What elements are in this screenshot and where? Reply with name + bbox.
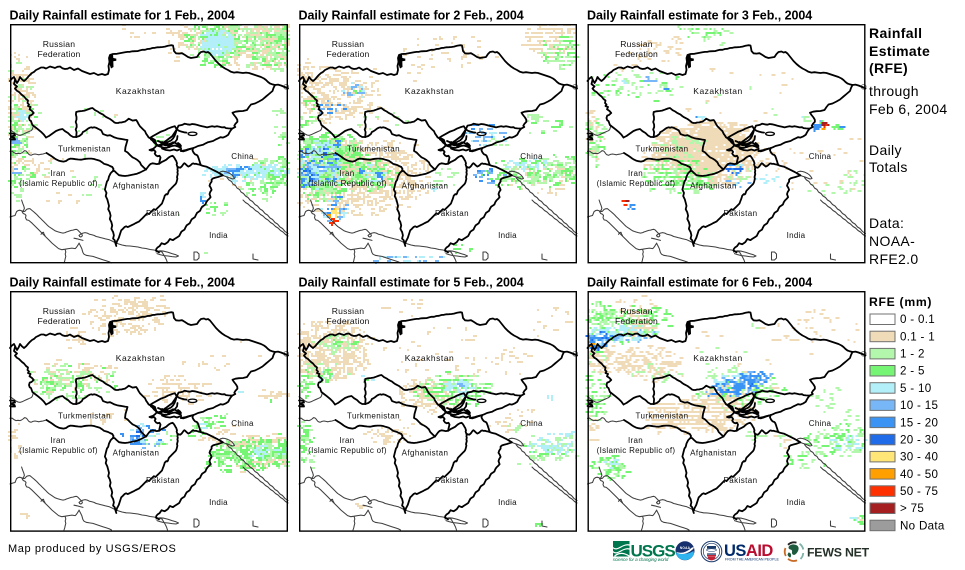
svg-text:Data:: Data:	[869, 215, 904, 231]
svg-text:0.1 - 1: 0.1 - 1	[900, 330, 935, 343]
svg-text:Totals: Totals	[869, 159, 908, 175]
svg-text:science for a changing world: science for a changing world	[613, 557, 669, 562]
svg-text:Daily Rainfall estimate for 4: Daily Rainfall estimate for 4 Feb., 2004	[10, 276, 235, 290]
svg-text:30 - 40: 30 - 40	[900, 451, 938, 464]
svg-text:FEWS NET: FEWS NET	[807, 546, 870, 560]
svg-text:NOAA: NOAA	[680, 546, 691, 550]
svg-text:> 75: > 75	[900, 502, 924, 515]
svg-text:(RFE): (RFE)	[869, 60, 908, 76]
svg-text:RFE (mm): RFE (mm)	[869, 295, 932, 309]
svg-text:FROM THE AMERICAN PEOPLE: FROM THE AMERICAN PEOPLE	[725, 558, 779, 562]
svg-text:15 - 20: 15 - 20	[900, 416, 938, 429]
svg-text:USGS: USGS	[631, 542, 676, 561]
svg-text:Estimate: Estimate	[869, 43, 930, 59]
svg-text:Daily Rainfall estimate for 1: Daily Rainfall estimate for 1 Feb., 2004	[10, 9, 235, 23]
svg-text:Feb 6, 2004: Feb 6, 2004	[869, 101, 948, 117]
svg-text:RFE2.0: RFE2.0	[869, 251, 919, 267]
svg-text:1 - 2: 1 - 2	[900, 348, 925, 361]
svg-text:No Data: No Data	[900, 519, 945, 532]
svg-text:Daily: Daily	[869, 142, 902, 158]
svg-text:20 - 30: 20 - 30	[900, 434, 938, 447]
svg-text:Daily Rainfall estimate for 3: Daily Rainfall estimate for 3 Feb., 2004	[587, 9, 812, 23]
svg-text:10 - 15: 10 - 15	[900, 399, 938, 412]
svg-text:2 - 5: 2 - 5	[900, 365, 925, 378]
svg-text:Map produced by USGS/EROS: Map produced by USGS/EROS	[8, 543, 176, 555]
svg-text:Daily Rainfall estimate for 6: Daily Rainfall estimate for 6 Feb., 2004	[587, 276, 812, 290]
svg-text:5 - 10: 5 - 10	[900, 382, 931, 395]
svg-text:Rainfall: Rainfall	[869, 25, 922, 41]
svg-text:Daily Rainfall estimate for 5: Daily Rainfall estimate for 5 Feb., 2004	[299, 276, 524, 290]
svg-text:50 - 75: 50 - 75	[900, 485, 938, 498]
svg-text:through: through	[869, 83, 919, 99]
svg-text:USAID: USAID	[724, 542, 773, 560]
svg-text:NOAA-: NOAA-	[869, 233, 915, 249]
svg-text:0 - 0.1: 0 - 0.1	[900, 313, 935, 326]
svg-text:40 - 50: 40 - 50	[900, 468, 938, 481]
svg-text:Daily Rainfall estimate for 2: Daily Rainfall estimate for 2 Feb., 2004	[299, 9, 524, 23]
